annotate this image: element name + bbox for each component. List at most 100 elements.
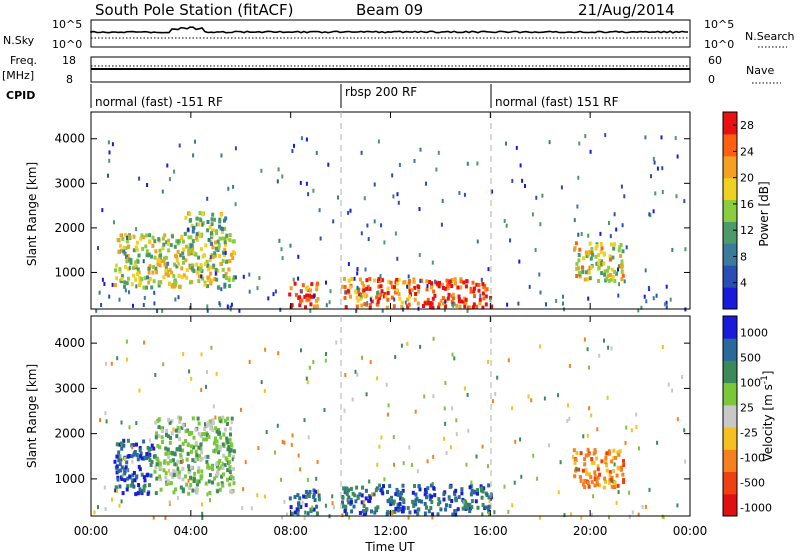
colorbar-segment [723,471,737,495]
echo-cell [584,250,588,255]
echo-cell [590,460,594,465]
echo-cell [215,439,219,444]
echo-cell [386,297,390,302]
echo-cell [577,175,580,180]
echo-cell [127,267,131,272]
echo-cell [477,283,481,287]
echo-cell [608,254,612,259]
echo-cell [311,505,314,510]
echo-cell [226,477,229,482]
echo-cell [588,365,590,370]
echo-cell [203,262,207,267]
echo-cell [304,503,308,508]
echo-cell [173,462,177,467]
echo-cell [206,220,210,224]
echo-cell [469,289,473,294]
echo-cell [654,191,657,196]
echo-cell [593,473,597,478]
echo-cell [219,212,223,217]
echo-cell [304,286,308,291]
echo-cell [468,509,472,514]
echo-cell [600,459,604,464]
echo-cell [428,493,432,498]
echo-cell [463,386,466,391]
echo-cell [536,476,539,481]
echo-cell [228,259,232,264]
echo-cell [98,290,101,295]
echo-cell [381,491,385,496]
echo-cell [291,433,294,438]
echo-cell [368,499,372,503]
colorbar-segment [723,338,737,361]
echo-cell [162,468,166,473]
echo-cell [496,375,499,380]
echo-cell [681,375,684,379]
echo-cell [196,482,199,487]
echo-cell [361,485,365,490]
echo-cell [456,507,460,512]
echo-cell [397,292,401,297]
echo-cell [104,411,107,416]
echo-cell [123,478,127,483]
echo-cell [395,288,399,293]
echo-cell [211,428,215,433]
echo-cell [218,458,222,463]
echo-cell [182,260,185,265]
echo-cell [210,231,213,236]
echo-cell [145,253,149,258]
echo-cell [263,389,266,393]
echo-cell [174,297,177,302]
echo-cell [437,497,441,502]
echo-cell [423,492,427,497]
echo-cell [466,308,469,313]
echo-cell [136,259,140,264]
echo-cell [211,480,214,485]
echo-cell [563,513,566,518]
echo-cell [628,490,631,495]
echo-cell [148,276,152,281]
echo-cell [355,304,359,309]
echo-cell [455,418,458,423]
echo-cell [356,285,359,290]
echo-cell [197,421,201,426]
echo-cell [104,507,107,511]
echo-cell [308,490,312,494]
echo-cell [221,466,225,470]
echo-cell [475,454,478,459]
echo-cell [209,426,213,431]
cpid-label: CPID [6,89,35,102]
echo-cell [491,399,494,404]
echo-cell [341,495,345,500]
echo-cell [172,274,176,279]
echo-cell [432,394,435,399]
echo-cell [142,475,146,480]
echo-cell [211,245,215,250]
echo-cell [645,299,648,304]
colorbar-segment [723,199,737,222]
echo-cell [138,275,142,280]
echo-cell [468,485,472,490]
echo-cell [206,421,210,426]
echo-cell [169,459,173,464]
echo-cell [293,281,297,286]
echo-cell [197,479,201,484]
echo-cell [460,491,464,496]
echo-cell [582,256,585,261]
echo-cell [168,500,171,505]
echo-cell [297,254,300,259]
echo-cell [610,242,613,247]
echo-cell [423,301,427,306]
echo-cell [195,222,199,227]
echo-cell [178,447,182,452]
echo-cell [315,504,319,509]
nsky-strip: N.Sky 10^5 10^0 10^5 10^0 N.Search [3,18,795,51]
echo-cell [597,253,601,257]
echo-cell [175,462,179,467]
echo-cell [152,515,155,520]
echo-cell [117,458,121,463]
echo-cell [290,511,294,516]
echo-cell [124,233,127,238]
echo-cell [185,457,189,462]
echo-cell [185,275,189,280]
echo-cell [464,284,468,289]
